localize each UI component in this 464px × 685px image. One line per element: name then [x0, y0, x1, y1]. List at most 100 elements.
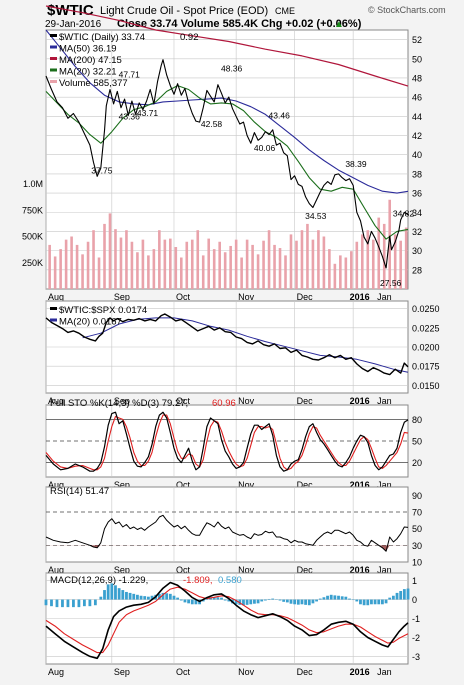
y-tick-label: 10: [412, 558, 422, 568]
legend-label: Full STO %K(14,3) %D(3) 79.27,: [50, 398, 188, 409]
legend-swatch: [50, 80, 57, 83]
x-tick-label: Oct: [176, 480, 191, 490]
price-annotation: 38.39: [345, 159, 367, 169]
y-tick-label: 0.0150: [412, 381, 440, 391]
macd-histogram-bar: [139, 595, 143, 600]
macd-histogram-bar: [406, 588, 410, 600]
volume-bar: [350, 251, 353, 289]
macd-histogram-bar: [253, 599, 256, 604]
legend-item: Volume 585,377: [50, 78, 128, 89]
macd-histogram-bar: [304, 599, 308, 605]
exchange-label: CME: [275, 6, 295, 16]
macd-histogram-bar: [44, 599, 48, 606]
macd-histogram-bar: [77, 599, 81, 608]
x-tick-label: Nov: [238, 565, 255, 575]
price-annotation: 27.56: [380, 278, 402, 288]
x-tick-label: Jan: [377, 667, 392, 677]
x-tick-label: Aug: [48, 396, 64, 406]
instrument-name: Light Crude Oil - Spot Price (EOD): [100, 5, 268, 17]
macd-histogram-bar: [165, 593, 169, 600]
volume-bar: [86, 241, 90, 289]
volume-bar: [207, 238, 211, 289]
y-tick-label: 38: [412, 169, 422, 179]
price-annotation: 34.82: [393, 208, 415, 218]
x-tick-label: Dec: [297, 565, 314, 575]
y-tick-label: 34: [412, 208, 422, 218]
y-tick-label: 0.0200: [412, 343, 440, 353]
x-tick-label: Dec: [297, 396, 314, 406]
macd-histogram-bar: [366, 599, 370, 606]
legend-swatch: [50, 34, 57, 37]
volume-bar: [284, 255, 287, 289]
macd-histogram-bar: [106, 584, 110, 600]
x-tick-label: 2016: [350, 396, 370, 406]
volume-bar: [229, 245, 232, 289]
macd-histogram-bar: [271, 598, 275, 600]
volume-bar: [48, 244, 51, 289]
x-tick-label: Sep: [114, 667, 130, 677]
volume-bar: [59, 249, 62, 289]
x-tick-label: 2016: [350, 565, 370, 575]
price-annotation: 37.75: [91, 165, 113, 175]
volume-tick-label: 500K: [22, 232, 43, 242]
macd-histogram-bar: [296, 599, 300, 605]
x-tick-label: Aug: [48, 480, 64, 490]
macd-histogram-bar: [384, 599, 388, 604]
volume-tick-label: 250K: [22, 258, 43, 268]
macd-histogram-bar: [242, 599, 245, 606]
macd-histogram-bar: [117, 588, 121, 600]
volume-bar: [311, 239, 315, 289]
price-annotation: 43.36: [119, 111, 141, 121]
macd-histogram-bar: [66, 599, 70, 608]
plot-area: [45, 29, 409, 290]
volume-bar: [75, 244, 79, 289]
volume-bar: [158, 230, 161, 289]
legend-label: $WTIC:$SPX 0.0174: [59, 305, 147, 316]
y-tick-label: -2: [412, 633, 420, 643]
macd-histogram-bar: [110, 583, 114, 600]
macd-histogram-bar: [201, 599, 205, 602]
volume-bar: [267, 230, 271, 289]
macd-histogram-bar: [391, 595, 395, 600]
macd-histogram-bar: [212, 597, 216, 600]
rsi-panel: 10 30 50 70 90 Aug Sep Oct Nov Dec 2016 Jan RSI(14) …: [45, 486, 422, 575]
macd-histogram-bar: [125, 591, 128, 600]
volume-bar: [64, 239, 68, 289]
y-tick-label: 50: [412, 54, 422, 64]
volume-bar: [103, 223, 106, 289]
x-tick-label: Jan: [377, 565, 392, 575]
x-tick-label: Sep: [114, 292, 130, 302]
macd-histogram-bar: [150, 595, 154, 600]
rsi-line: [45, 514, 409, 552]
y-tick-label: 46: [412, 93, 422, 103]
x-tick-label: Jan: [377, 292, 392, 302]
legend-swatch: [50, 307, 57, 310]
macd-histogram-bar: [172, 595, 176, 600]
legend-swatch: [50, 318, 57, 322]
macd-histogram-bar: [333, 595, 337, 600]
volume-bar: [399, 240, 402, 289]
x-tick-label: Nov: [238, 292, 255, 302]
y-tick-label: 20: [412, 458, 422, 468]
y-tick-label: 0.0225: [412, 323, 440, 333]
price-annotation: 42.58: [201, 119, 223, 129]
x-tick-label: Aug: [48, 667, 64, 677]
macd-histogram-bar: [136, 594, 139, 600]
macd-histogram-bar: [121, 590, 125, 600]
volume-bar: [108, 213, 112, 289]
macd-histogram-bar: [355, 599, 359, 602]
x-tick-label: Dec: [297, 667, 314, 677]
volume-bar: [262, 240, 265, 289]
macd-histogram-bar: [315, 599, 318, 602]
macd-histogram-bar: [263, 599, 267, 601]
macd-histogram-bar: [311, 599, 315, 604]
legend-swatch: [50, 68, 57, 72]
x-tick-label: 2016: [350, 480, 370, 490]
macd-histogram-bar: [183, 599, 187, 603]
stoch-k-line: [45, 411, 409, 472]
macd-histogram-bar: [278, 599, 282, 601]
macd-histogram-bar: [99, 596, 103, 600]
legend-item: MA(50) 36.19: [50, 44, 117, 55]
volume-bar: [382, 223, 386, 289]
macd-histogram-bar: [216, 597, 220, 600]
